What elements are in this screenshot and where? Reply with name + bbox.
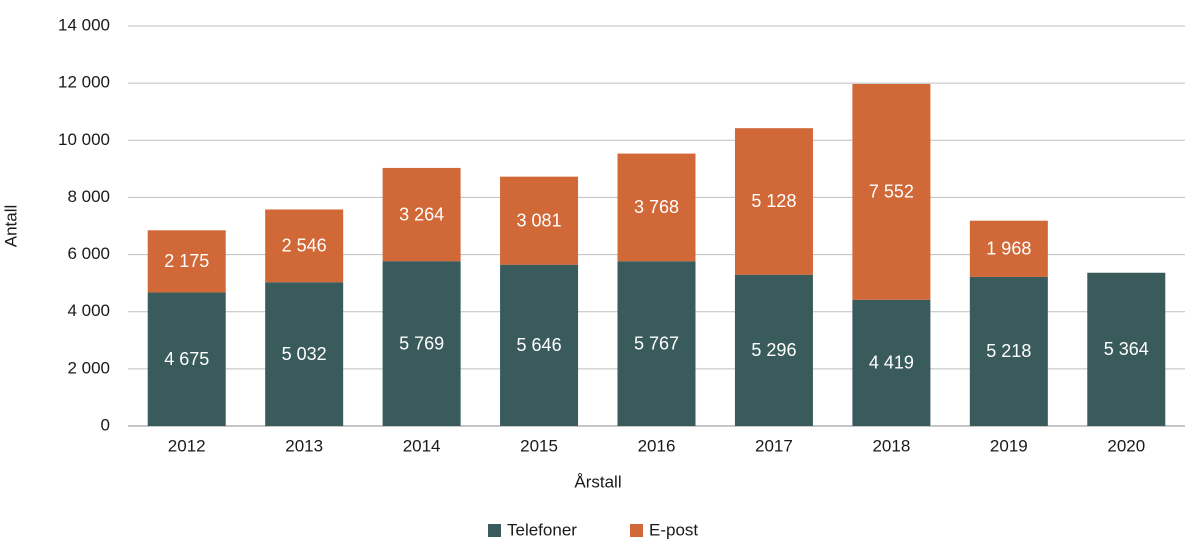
value-label: 4 419	[869, 353, 914, 373]
value-label: 5 128	[751, 191, 796, 211]
x-tick-label: 2019	[990, 436, 1028, 455]
bar-segment	[852, 299, 931, 426]
x-tick-label: 2015	[520, 436, 558, 455]
legend-label: Telefoner	[507, 520, 577, 539]
value-label: 5 296	[751, 340, 796, 360]
bar-segment	[382, 167, 461, 262]
bar-segment	[265, 282, 344, 426]
value-label: 5 646	[517, 335, 562, 355]
value-label: 2 546	[282, 236, 327, 256]
bar-segment	[617, 153, 696, 262]
y-tick-label: 2 000	[67, 358, 110, 377]
bar-segment	[852, 83, 931, 300]
x-tick-label: 2016	[638, 436, 676, 455]
bar-segment	[617, 261, 696, 426]
bar-segment	[382, 261, 461, 426]
y-tick-label: 14 000	[58, 15, 110, 34]
bar-segment	[500, 176, 579, 265]
value-label: 5 364	[1104, 339, 1149, 359]
y-tick-label: 0	[101, 415, 110, 434]
value-label: 4 675	[164, 349, 209, 369]
y-tick-label: 4 000	[67, 301, 110, 320]
value-label: 3 081	[517, 210, 562, 230]
bar-segment	[147, 230, 226, 293]
bar-segment	[265, 209, 344, 283]
bar-segment	[734, 274, 813, 426]
bar-segment	[969, 276, 1048, 426]
value-label: 5 769	[399, 333, 444, 353]
legend-swatch	[630, 524, 643, 537]
bar-segment	[1087, 272, 1166, 426]
bar-segment	[147, 292, 226, 426]
value-label: 5 032	[282, 344, 327, 364]
value-label: 5 218	[986, 341, 1031, 361]
value-label: 3 768	[634, 197, 679, 217]
y-tick-label: 8 000	[67, 187, 110, 206]
x-tick-label: 2012	[168, 436, 206, 455]
value-label: 1 968	[986, 239, 1031, 259]
bar-segment	[500, 264, 579, 426]
y-axis-title: Antall	[1, 205, 20, 248]
legend-swatch	[488, 524, 501, 537]
y-tick-label: 10 000	[58, 130, 110, 149]
value-label: 2 175	[164, 251, 209, 271]
x-axis-title: Årstall	[574, 472, 621, 491]
legend-label: E-post	[649, 520, 698, 539]
bar-segment	[734, 128, 813, 275]
x-tick-label: 2018	[872, 436, 910, 455]
x-tick-label: 2017	[755, 436, 793, 455]
value-label: 3 264	[399, 204, 444, 224]
y-tick-label: 12 000	[58, 73, 110, 92]
value-label: 7 552	[869, 182, 914, 202]
bar-segment	[969, 220, 1048, 277]
x-tick-label: 2014	[403, 436, 441, 455]
value-label: 5 767	[634, 333, 679, 353]
y-tick-label: 6 000	[67, 244, 110, 263]
x-tick-label: 2020	[1107, 436, 1145, 455]
x-tick-label: 2013	[285, 436, 323, 455]
